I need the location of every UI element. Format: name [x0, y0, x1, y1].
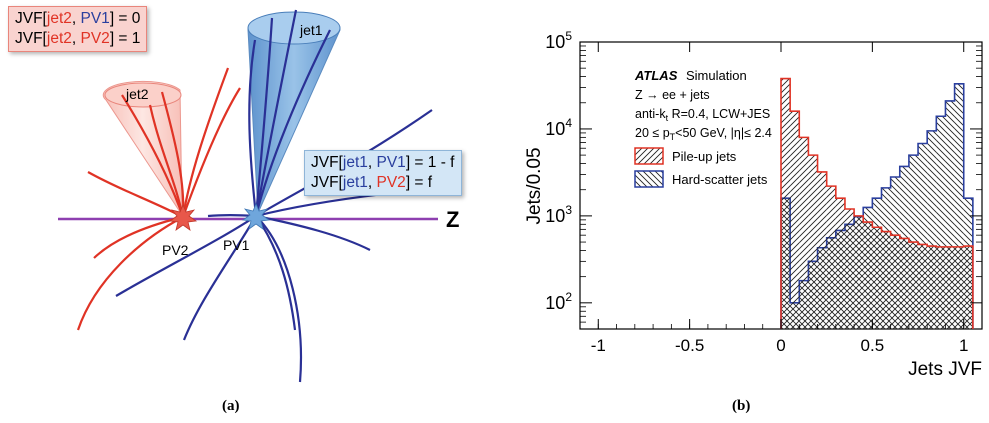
pileup-bar — [863, 222, 873, 329]
text-value: ] = f — [405, 174, 433, 191]
legend-label-pileup: Pile-up jets — [672, 149, 737, 164]
pv2-name: PV2 — [80, 30, 110, 47]
x-tick-label: 0.5 — [861, 336, 885, 355]
hardscatter-bar — [918, 143, 928, 329]
jet2-name: jet2 — [46, 30, 72, 47]
pileup-bar — [881, 231, 891, 329]
y-tick-label: 103 — [545, 203, 572, 226]
jet2-name: jet2 — [46, 10, 72, 27]
caption-b: (b) — [732, 398, 751, 414]
y-tick-label: 104 — [545, 116, 572, 139]
jet1-name: jet1 — [342, 154, 368, 171]
jvf-jet2-pv1-line: JVF[jet2, PV1] = 0 — [15, 9, 140, 29]
z-axis-label: Z — [446, 207, 459, 232]
text-prefix: JVF[ — [311, 154, 343, 171]
simulation-label: Simulation — [686, 68, 747, 83]
text-sep: , — [71, 10, 81, 27]
text-sep: , — [367, 154, 377, 171]
pileup-bar — [899, 238, 909, 329]
caption-a: (a) — [222, 398, 240, 414]
jvf-jet2-pv2-line: JVF[jet2, PV2] = 1 — [15, 29, 140, 49]
legend: Pile-up jets Hard-scatter jets — [634, 147, 768, 188]
pileup-bar — [945, 246, 955, 329]
algo-rest: R=0.4, LCW+JES — [668, 107, 770, 121]
text-value: ] = 0 — [109, 10, 141, 27]
pileup-bar — [826, 186, 836, 329]
pileup-series — [780, 77, 974, 329]
text-prefix: JVF[ — [15, 30, 47, 47]
jet2-label: jet2 — [125, 86, 149, 102]
pileup-bar — [954, 246, 964, 329]
text-sep: , — [367, 174, 377, 191]
jet1-label: jet1 — [299, 22, 323, 38]
pileup-bar — [844, 209, 855, 329]
pileup-bar — [790, 111, 800, 329]
pileup-outline — [780, 77, 974, 329]
hardscatter-bar — [936, 116, 946, 329]
jvf-jet1-pv1-line: JVF[jet1, PV1] = 1 - f — [311, 153, 455, 173]
pileup-bar — [918, 244, 928, 329]
legend-swatch-pileup — [634, 147, 664, 165]
pv1-name: PV1 — [376, 154, 406, 171]
legend-swatch-hardscatter — [634, 170, 664, 188]
pileup-bar — [890, 235, 900, 329]
atlas-label: ATLAS — [634, 68, 678, 83]
pileup-bar — [854, 215, 864, 329]
pileup-bar — [908, 242, 919, 329]
text-value: ] = 1 - f — [405, 154, 455, 171]
pileup-bar — [963, 246, 973, 329]
histogram-bars — [780, 77, 974, 329]
cut-subscript: T — [670, 132, 676, 142]
pv1-name: PV1 — [80, 10, 110, 27]
y-axis-label: Jets/0.05 — [524, 147, 545, 224]
text-prefix: JVF[ — [15, 10, 47, 27]
text-prefix: JVF[ — [311, 174, 343, 191]
panel-a-jvf-illustration: Z — [0, 0, 480, 423]
jvf-jet1-pv2-line: JVF[jet1, PV2] = f — [311, 173, 455, 193]
panel-b-jvf-histogram: -1 -0.5 0 0.5 1 102 103 104 105 Jets/0.05 Jets J… — [490, 0, 989, 423]
pileup-bar — [927, 246, 937, 329]
pileup-bar — [872, 227, 882, 329]
axes: -1 -0.5 0 0.5 1 102 103 104 105 — [545, 29, 983, 355]
x-tick-label: 1 — [959, 336, 968, 355]
cut-rest: <50 GeV, |η|≤ 2.4 — [675, 126, 772, 140]
pileup-bar — [781, 78, 791, 329]
algo-label: anti-kt R=0.4, LCW+JES — [635, 107, 770, 123]
y-tick-label: 105 — [545, 29, 572, 52]
pileup-bar — [817, 171, 827, 329]
algo-subscript: t — [666, 113, 669, 123]
cut-label: 20 ≤ pT<50 GeV, |η|≤ 2.4 — [635, 126, 772, 142]
x-axis-label: Jets JVF — [908, 359, 982, 380]
x-tick-label: 0 — [776, 336, 785, 355]
x-tick-label: -1 — [591, 336, 606, 355]
cut-text: 20 ≤ p — [635, 126, 670, 140]
plot-annotations: ATLAS Simulation Z → ee + jets anti-kt R… — [634, 68, 772, 142]
pv1-label: PV1 — [223, 237, 250, 253]
jvf-histogram-chart: -1 -0.5 0 0.5 1 102 103 104 105 Jets/0.05 Jets J… — [524, 29, 983, 380]
pv2-name: PV2 — [376, 174, 406, 191]
pileup-bar — [835, 198, 845, 329]
pileup-bar — [936, 246, 946, 329]
pv2-vertex — [168, 203, 198, 231]
text-value: ] = 1 — [109, 30, 141, 47]
hardscatter-bar — [954, 83, 964, 329]
jet2-cone — [102, 80, 183, 217]
y-tick-label: 102 — [545, 290, 572, 313]
jvf-jet2-box: JVF[jet2, PV1] = 0 JVF[jet2, PV2] = 1 — [8, 6, 148, 52]
algo-text: anti-k — [635, 107, 666, 121]
jvf-jet1-box: JVF[jet1, PV1] = 1 - f JVF[jet1, PV2] = … — [304, 150, 462, 196]
x-tick-label: -0.5 — [675, 336, 704, 355]
pv2-label: PV2 — [162, 242, 189, 258]
pileup-bar — [808, 155, 818, 329]
legend-label-hardscatter: Hard-scatter jets — [672, 172, 768, 187]
pv1-vertex — [241, 202, 271, 230]
text-sep: , — [71, 30, 81, 47]
pv1-tracks — [115, 9, 433, 383]
pileup-bar — [799, 137, 809, 329]
hardscatter-bar — [945, 100, 955, 329]
process-label: Z → ee + jets — [635, 88, 710, 102]
jet1-name: jet1 — [342, 174, 368, 191]
hardscatter-bar — [927, 130, 937, 329]
jvf-diagram: Z — [58, 9, 459, 383]
